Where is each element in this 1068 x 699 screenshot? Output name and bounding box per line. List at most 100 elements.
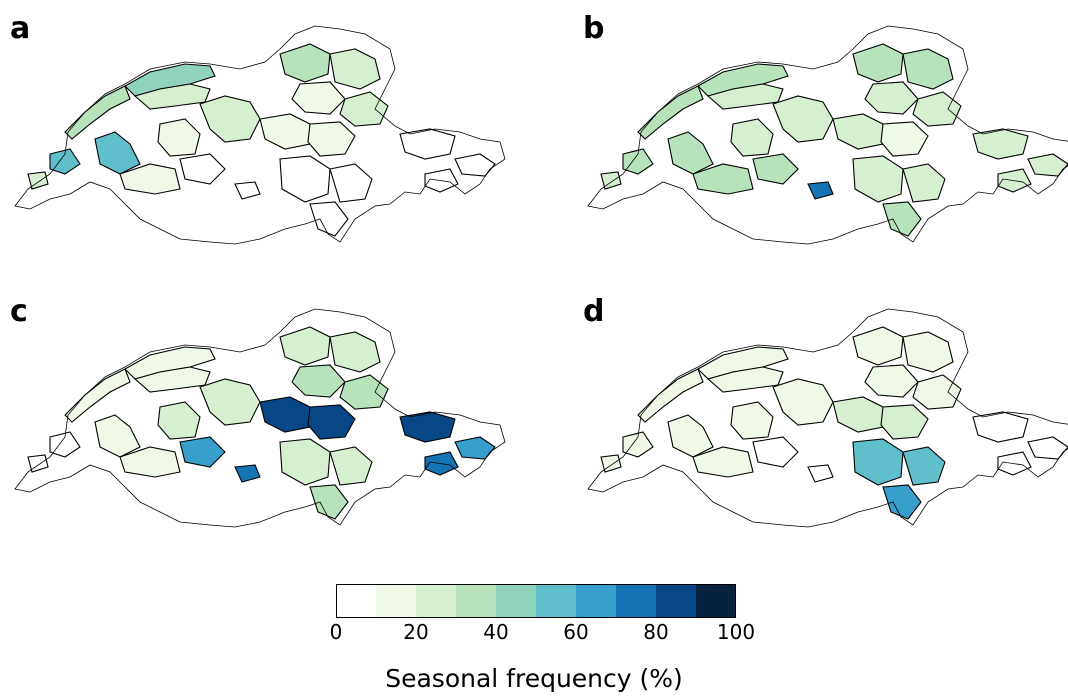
map-region [199, 95, 261, 143]
map-region [706, 366, 784, 393]
map-region [157, 401, 201, 440]
map-region [852, 155, 904, 203]
colorbar-tick-label: 40 [483, 620, 509, 644]
map-region [259, 113, 311, 150]
colorbar-swatch [496, 584, 536, 618]
colorbar-swatch [576, 584, 616, 618]
colorbar-swatch [456, 584, 496, 618]
map-region [454, 153, 496, 177]
map-region [912, 91, 962, 127]
map-region [864, 364, 919, 398]
panel-label: c [10, 294, 28, 329]
map-region [133, 83, 211, 110]
map-region [807, 181, 834, 200]
map-panel-d: d [583, 297, 1068, 547]
map-region [852, 43, 904, 83]
map-region [972, 411, 1029, 443]
map-region [339, 374, 389, 410]
map-region [119, 163, 181, 195]
colorbar [336, 584, 736, 618]
map-region [259, 396, 311, 433]
panel-label: b [583, 11, 605, 46]
map-region [179, 436, 226, 468]
colorbar-swatch [536, 584, 576, 618]
colorbar-swatch [376, 584, 416, 618]
map-region [329, 446, 373, 486]
colorbar-tick-label: 100 [716, 620, 756, 644]
colorbar-tick-label: 0 [329, 620, 343, 644]
colorbar-title: Seasonal frequency (%) [385, 664, 683, 693]
map-region [807, 464, 834, 483]
map-region [1027, 436, 1068, 460]
switzerland-map [587, 308, 1068, 528]
map-region [692, 163, 754, 195]
map-region [706, 83, 784, 110]
map-region [279, 155, 331, 203]
map-region [49, 148, 81, 175]
map-region [307, 404, 356, 440]
map-region [27, 454, 49, 473]
country-outline [587, 308, 1068, 528]
map-region [199, 378, 261, 426]
colorbar-tick-label: 20 [403, 620, 429, 644]
map-region [902, 48, 954, 90]
map-panel-c: c [10, 297, 510, 547]
map-region [94, 131, 141, 175]
map-region [1027, 153, 1068, 177]
map-region [64, 368, 131, 423]
map-region [667, 131, 714, 175]
map-region [339, 91, 389, 127]
colorbar-swatch [656, 584, 696, 618]
map-region [279, 326, 331, 366]
map-region [307, 121, 356, 157]
map-region [880, 404, 929, 440]
map-region [279, 438, 331, 486]
map-region [667, 414, 714, 458]
map-region [772, 378, 834, 426]
map-region [622, 431, 654, 458]
colorbar-swatch [336, 584, 376, 618]
map-region [399, 128, 456, 160]
map-region [772, 95, 834, 143]
colorbar-swatch [696, 584, 736, 618]
map-region [94, 414, 141, 458]
map-region [119, 446, 181, 478]
switzerland-map [587, 25, 1068, 245]
map-region [157, 118, 201, 157]
map-region [972, 128, 1029, 160]
map-region [234, 181, 261, 200]
map-region [234, 464, 261, 483]
country-outline [14, 25, 506, 245]
colorbar-swatch [416, 584, 456, 618]
country-outline [587, 25, 1068, 245]
map-region [730, 401, 774, 440]
switzerland-map [14, 308, 506, 528]
map-region [902, 331, 954, 373]
colorbar-border [336, 584, 736, 618]
map-region [27, 171, 49, 190]
map-region [880, 121, 929, 157]
country-outline [14, 308, 506, 528]
map-region [329, 163, 373, 203]
colorbar-tick-label: 60 [563, 620, 589, 644]
map-panel-b: b [583, 14, 1068, 264]
colorbar-tick-label: 80 [643, 620, 669, 644]
map-region [279, 43, 331, 83]
map-region [637, 368, 704, 423]
panel-label: d [583, 294, 605, 329]
switzerland-map [14, 25, 506, 245]
map-region [454, 436, 496, 460]
map-region [329, 331, 381, 373]
map-region [291, 364, 346, 398]
map-region [752, 436, 799, 468]
map-region [179, 153, 226, 185]
map-region [752, 153, 799, 185]
map-region [600, 171, 622, 190]
map-region [692, 446, 754, 478]
map-region [329, 48, 381, 90]
map-region [832, 113, 884, 150]
map-region [852, 438, 904, 486]
map-region [600, 454, 622, 473]
map-region [309, 484, 349, 520]
map-region [864, 81, 919, 115]
